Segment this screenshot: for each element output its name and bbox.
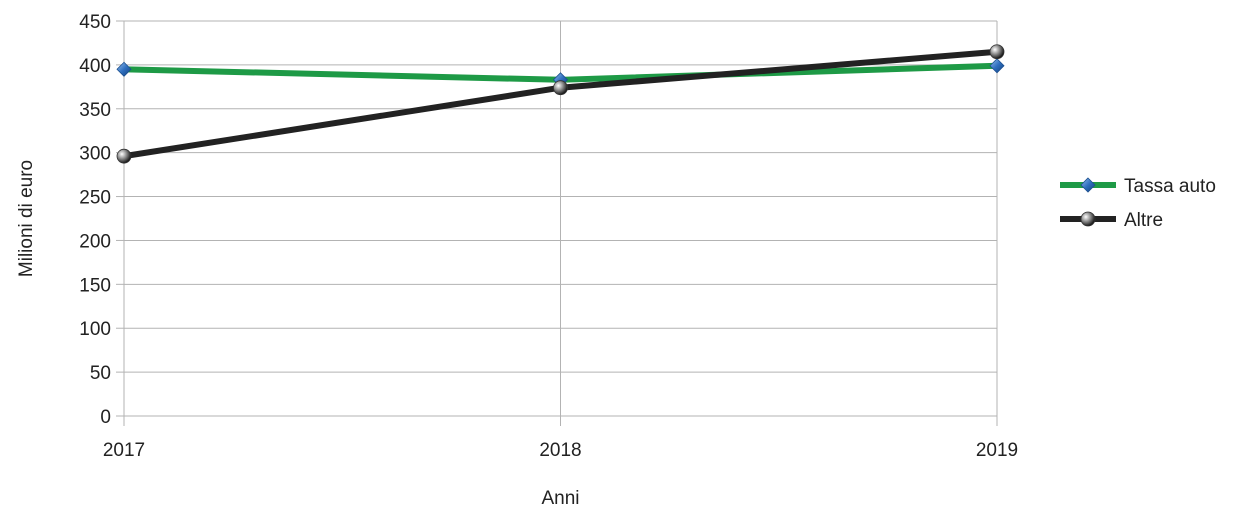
- y-tick-label: 250: [79, 188, 111, 209]
- y-axis-title: Milioni di euro: [16, 160, 37, 277]
- y-tick-label: 150: [79, 275, 111, 296]
- y-tick-label: 0: [100, 407, 111, 428]
- tick-labels: 0 50 100 150 200 250 300 350 400 450 2017 2018 2019: [79, 12, 1018, 461]
- x-tick-label: 2019: [976, 440, 1018, 461]
- y-tick-label: 350: [79, 100, 111, 121]
- legend-marker: [1080, 211, 1096, 227]
- series-1-point: [116, 61, 132, 77]
- legend-marker: [1080, 177, 1096, 193]
- x-tick-label: 2018: [539, 440, 581, 461]
- series-2-point: [116, 148, 132, 164]
- series: [116, 44, 1005, 164]
- series-1-point: [989, 58, 1005, 74]
- y-tick-label: 100: [79, 319, 111, 340]
- legend-label: Tassa auto: [1124, 176, 1216, 197]
- y-tick-label: 450: [79, 12, 111, 33]
- axes: [116, 20, 998, 426]
- x-axis-title: Anni: [541, 488, 579, 509]
- y-tick-label: 200: [79, 231, 111, 252]
- y-tick-label: 300: [79, 144, 111, 165]
- series-2-point: [989, 44, 1005, 60]
- y-tick-label: 400: [79, 56, 111, 77]
- y-tick-label: 50: [90, 363, 111, 384]
- x-tick-label: 2017: [103, 440, 145, 461]
- legend: Tassa auto Altre: [1060, 176, 1216, 231]
- series-2-point: [553, 80, 568, 96]
- legend-label: Altre: [1124, 210, 1163, 231]
